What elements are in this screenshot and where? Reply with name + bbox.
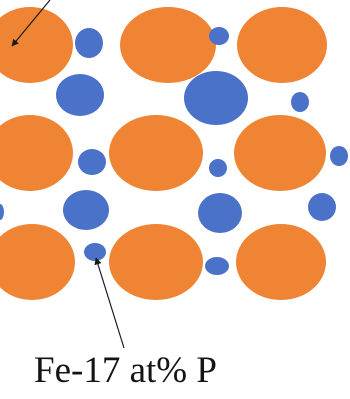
- fe-atom: [0, 7, 73, 83]
- fe-atom: [109, 115, 203, 191]
- pointer-arrows: [11, 0, 125, 349]
- fe-atom: [109, 224, 203, 300]
- p-atom: [63, 190, 109, 230]
- fe-atom: [0, 224, 75, 300]
- p-atom: [198, 193, 242, 233]
- p-atom: [330, 146, 348, 166]
- p-pointer-arrow: [94, 257, 125, 349]
- fe-atom: [236, 224, 326, 300]
- fe-atom: [120, 7, 216, 83]
- p-atom: [209, 27, 229, 45]
- p-atom: [75, 28, 103, 58]
- p-atom: [205, 257, 229, 275]
- p-atom: [56, 74, 104, 116]
- p-atom: [184, 71, 248, 125]
- p-atom: [291, 92, 309, 112]
- fe-atom: [0, 115, 73, 191]
- p-atom: [308, 193, 336, 221]
- p-atom: [209, 159, 227, 177]
- fe-atom: [234, 115, 326, 191]
- fe-atoms: [0, 7, 327, 300]
- fe-atom: [237, 7, 327, 83]
- p-atom: [78, 149, 106, 175]
- p-atoms: [0, 27, 348, 275]
- p-atom: [84, 243, 106, 261]
- composition-label: Fe-17 at% P: [34, 350, 217, 391]
- fe-pointer-arrow: [11, 0, 51, 47]
- p-atom: [0, 204, 4, 220]
